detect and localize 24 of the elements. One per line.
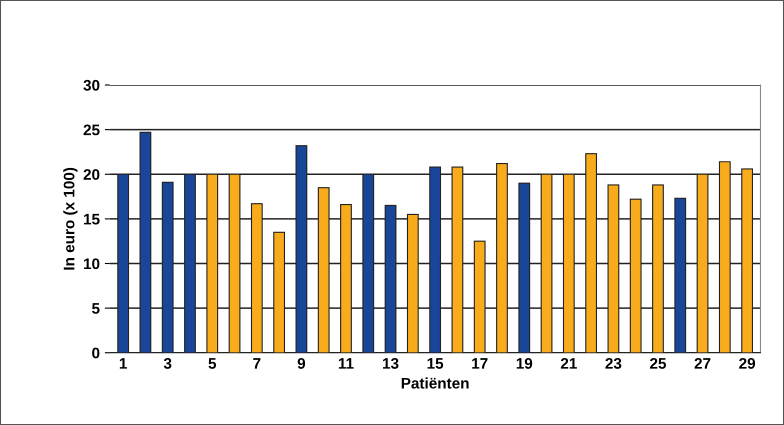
- x-tick-label: 17: [472, 358, 488, 369]
- x-axis-title: Patiënten: [402, 377, 469, 389]
- x-tick-label: 19: [516, 358, 532, 369]
- y-tick-label: 15: [84, 214, 100, 225]
- y-tick-label: 25: [84, 124, 100, 136]
- x-tick-label: 9: [298, 358, 306, 369]
- y-tick-label: 30: [83, 80, 100, 91]
- x-tick-label: 1: [120, 358, 127, 369]
- x-tick-label: 25: [650, 358, 666, 369]
- x-tick-label: 27: [694, 358, 710, 369]
- x-tick-label: 23: [605, 358, 622, 369]
- x-tick-label: 7: [253, 358, 260, 369]
- x-tick-label: 3: [164, 358, 172, 369]
- x-tick-label: 15: [428, 358, 444, 369]
- y-tick-label: 0: [92, 348, 100, 358]
- x-tick-label: 11: [338, 358, 354, 369]
- y-tick-label: 10: [84, 258, 100, 270]
- x-tick-label: 5: [208, 358, 216, 369]
- y-tick-label: 5: [92, 303, 100, 314]
- y-axis-title: In euro (x 100): [63, 168, 78, 270]
- y-tick-label: 20: [84, 169, 100, 180]
- x-tick-label: 13: [383, 358, 398, 369]
- x-tick-label: 29: [739, 358, 756, 369]
- x-tick-label: 21: [560, 358, 577, 369]
